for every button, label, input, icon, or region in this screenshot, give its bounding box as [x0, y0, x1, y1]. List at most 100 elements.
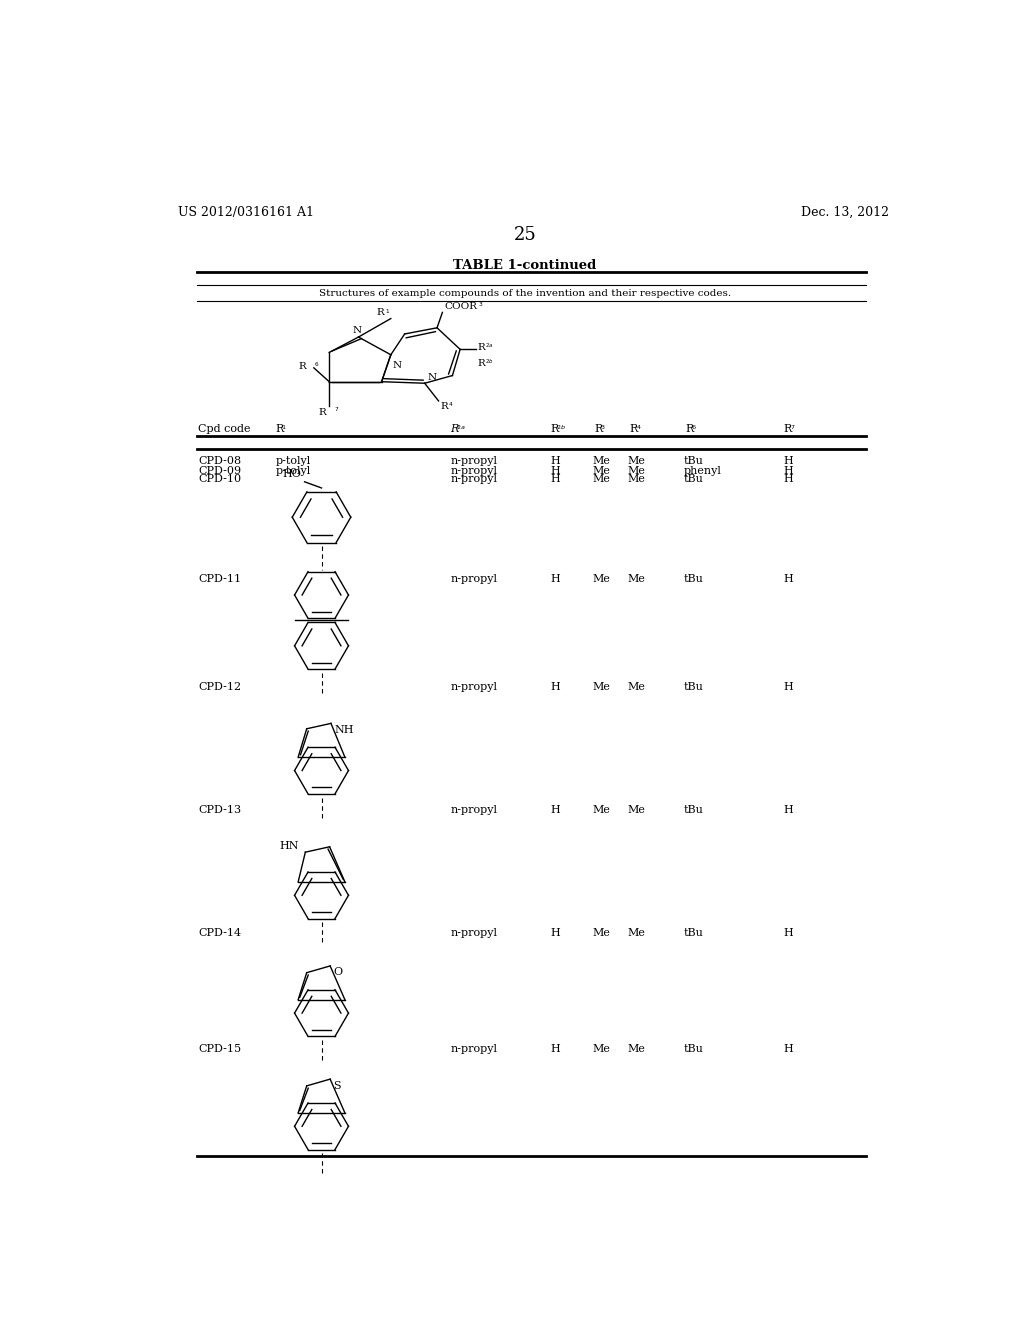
Text: CPD-13: CPD-13 [199, 805, 242, 816]
Text: Me: Me [593, 682, 610, 692]
Text: H: H [550, 574, 560, 585]
Text: Me: Me [628, 455, 645, 466]
Text: R: R [630, 424, 638, 434]
Text: $^1$: $^1$ [282, 424, 287, 433]
Text: COOR: COOR [444, 302, 477, 312]
Text: Me: Me [593, 928, 610, 939]
Text: Me: Me [628, 682, 645, 692]
Text: n-propyl: n-propyl [451, 682, 497, 692]
Text: phenyl: phenyl [683, 466, 721, 477]
Text: $^3$: $^3$ [478, 302, 483, 312]
Text: n-propyl: n-propyl [451, 1044, 497, 1053]
Text: tBu: tBu [683, 474, 703, 484]
Text: tBu: tBu [683, 928, 703, 939]
Text: US 2012/0316161 A1: US 2012/0316161 A1 [178, 206, 314, 219]
Text: Structures of example compounds of the invention and their respective codes.: Structures of example compounds of the i… [318, 289, 731, 298]
Text: Cpd code: Cpd code [199, 424, 251, 434]
Text: n-propyl: n-propyl [451, 474, 497, 484]
Text: Me: Me [628, 474, 645, 484]
Text: H: H [550, 1044, 560, 1053]
Text: n-propyl: n-propyl [451, 805, 497, 816]
Text: CPD-15: CPD-15 [199, 1044, 242, 1053]
Text: tBu: tBu [683, 1044, 703, 1053]
Text: R: R [477, 359, 484, 368]
Text: CPD-12: CPD-12 [199, 682, 242, 692]
Text: $^3$: $^3$ [600, 424, 606, 433]
Text: R: R [298, 362, 306, 371]
Text: R: R [451, 424, 459, 434]
Text: CPD-14: CPD-14 [199, 928, 242, 939]
Text: S: S [333, 1081, 341, 1090]
Text: $^6$: $^6$ [691, 424, 697, 433]
Text: O: O [333, 968, 342, 978]
Text: H: H [783, 455, 794, 466]
Text: $^{2a}$: $^{2a}$ [484, 343, 494, 352]
Text: H: H [550, 474, 560, 484]
Text: R: R [318, 408, 326, 417]
Text: Me: Me [628, 574, 645, 585]
Text: R: R [783, 424, 792, 434]
Text: R: R [377, 308, 385, 317]
Text: $^4$: $^4$ [447, 403, 454, 411]
Text: n-propyl: n-propyl [451, 928, 497, 939]
Text: H: H [783, 574, 794, 585]
Text: $^{2b}$: $^{2b}$ [484, 359, 494, 367]
Text: tBu: tBu [683, 682, 703, 692]
Text: Dec. 13, 2012: Dec. 13, 2012 [801, 206, 889, 219]
Text: H: H [783, 682, 794, 692]
Text: Me: Me [593, 466, 610, 477]
Text: Me: Me [628, 466, 645, 477]
Text: 25: 25 [513, 226, 537, 244]
Text: $^1$: $^1$ [385, 309, 390, 317]
Text: H: H [783, 805, 794, 816]
Text: $^7$: $^7$ [790, 424, 796, 433]
Text: $^{2b}$: $^{2b}$ [556, 424, 566, 433]
Text: p-tolyl: p-tolyl [275, 466, 310, 477]
Text: HO: HO [283, 469, 301, 479]
Text: R: R [594, 424, 602, 434]
Text: N: N [392, 360, 401, 370]
Text: H: H [550, 455, 560, 466]
Text: CPD-08: CPD-08 [199, 455, 242, 466]
Text: H: H [550, 805, 560, 816]
Text: CPD-09: CPD-09 [199, 466, 242, 477]
Text: H: H [783, 928, 794, 939]
Text: Me: Me [628, 928, 645, 939]
Text: H: H [783, 466, 794, 477]
Text: H: H [550, 466, 560, 477]
Text: R: R [685, 424, 693, 434]
Text: p-tolyl: p-tolyl [275, 455, 310, 466]
Text: H: H [550, 682, 560, 692]
Text: $^4$: $^4$ [636, 424, 641, 433]
Text: CPD-11: CPD-11 [199, 574, 242, 585]
Text: R: R [440, 403, 447, 412]
Text: Me: Me [593, 574, 610, 585]
Text: Me: Me [628, 805, 645, 816]
Text: Me: Me [593, 805, 610, 816]
Text: $^{2a}$: $^{2a}$ [457, 424, 466, 433]
Text: HN: HN [280, 841, 299, 850]
Text: Me: Me [628, 1044, 645, 1053]
Text: R: R [550, 424, 558, 434]
Text: R: R [477, 343, 484, 352]
Text: $^7$: $^7$ [334, 408, 339, 416]
Text: N: N [428, 372, 437, 381]
Text: Me: Me [593, 474, 610, 484]
Text: H: H [783, 1044, 794, 1053]
Text: Me: Me [593, 1044, 610, 1053]
Text: tBu: tBu [683, 574, 703, 585]
Text: NH: NH [334, 725, 353, 735]
Text: H: H [550, 928, 560, 939]
Text: tBu: tBu [683, 805, 703, 816]
Text: n-propyl: n-propyl [451, 574, 497, 585]
Text: TABLE 1-continued: TABLE 1-continued [454, 259, 596, 272]
Text: N: N [352, 326, 361, 335]
Text: CPD-10: CPD-10 [199, 474, 242, 484]
Text: n-propyl: n-propyl [451, 466, 497, 477]
Text: Me: Me [593, 455, 610, 466]
Text: n-propyl: n-propyl [451, 455, 497, 466]
Text: tBu: tBu [683, 455, 703, 466]
Text: R: R [275, 424, 284, 434]
Text: H: H [783, 474, 794, 484]
Text: $^6$: $^6$ [313, 362, 319, 371]
